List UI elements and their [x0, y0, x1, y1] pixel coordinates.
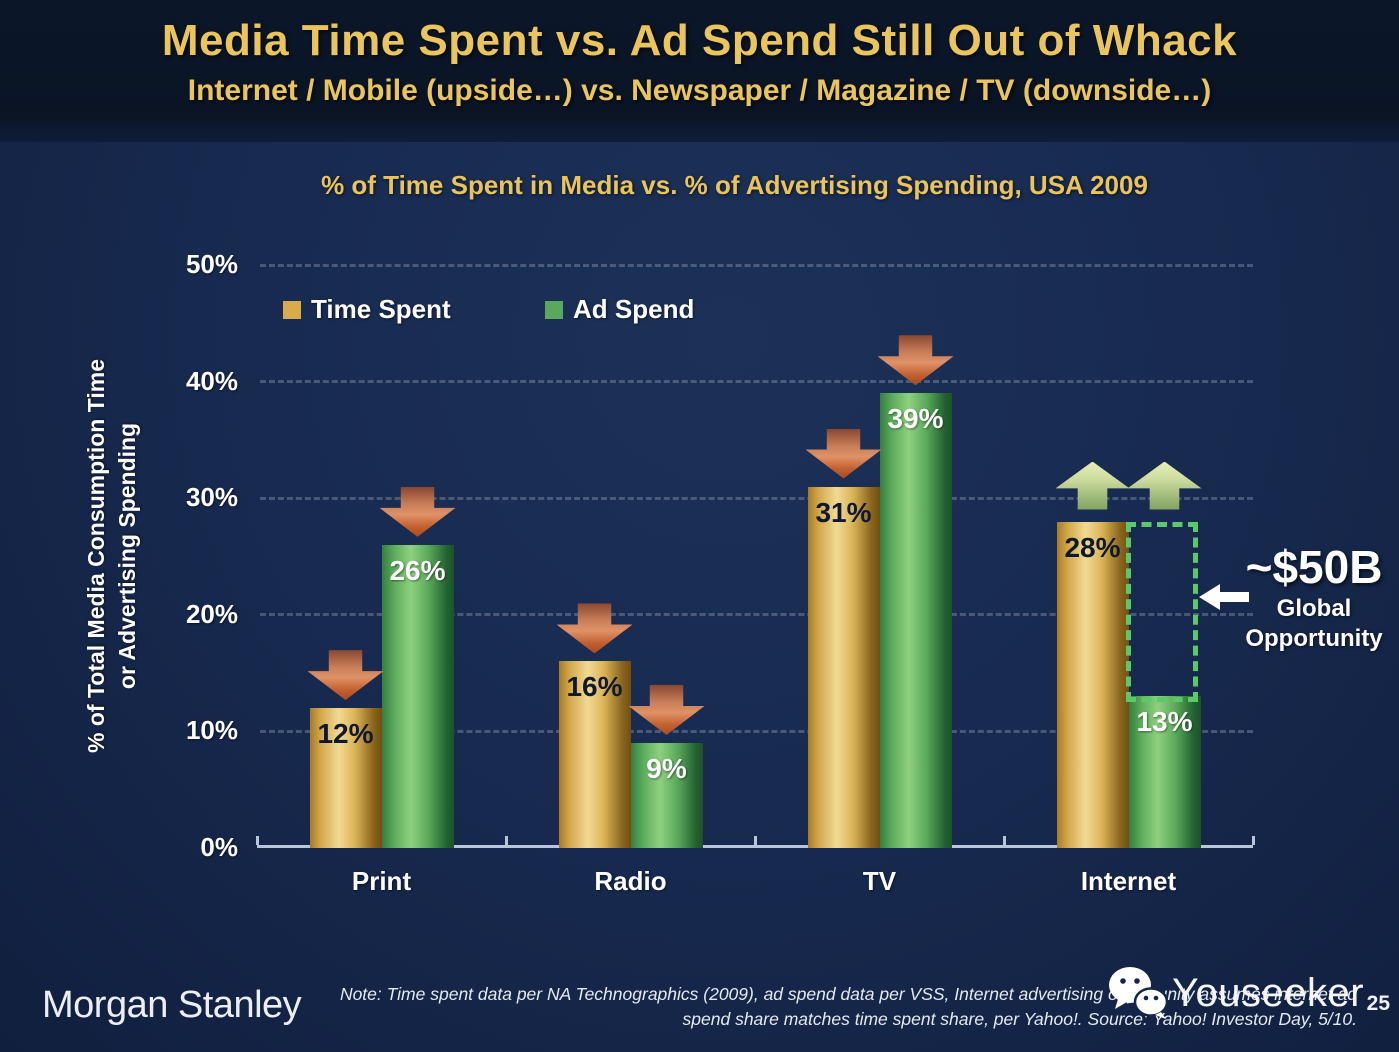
y-tick-30: 30%	[185, 482, 238, 513]
footnote-line2: spend share matches time spent share, pe…	[682, 1009, 1357, 1029]
category-label-tv: TV	[862, 866, 897, 896]
opportunity-annotation: ~$50B Global Opportunity	[1232, 540, 1396, 654]
value-label-print-time-spent: 12%	[317, 718, 374, 750]
bar-tv-time-spent	[807, 486, 880, 848]
opportunity-sub-label-1: Global	[1276, 595, 1352, 622]
bar-internet-time-spent	[1056, 521, 1129, 848]
x-axis-tick	[1252, 836, 1255, 845]
bar-print-ad-spend	[381, 544, 454, 848]
bar-radio-time-spent	[558, 661, 631, 848]
opportunity-sub-label-2: Opportunity	[1245, 625, 1383, 652]
morgan-stanley-logo: Morgan Stanley	[42, 984, 302, 1026]
value-label-radio-ad-spend: 9%	[646, 753, 687, 785]
category-label-print: Print	[351, 866, 412, 896]
y-axis-label-line2: or Advertising Spending	[114, 422, 140, 690]
opportunity-gap-box	[1125, 521, 1198, 703]
x-axis-tick	[256, 836, 259, 845]
gridline-40	[260, 380, 1253, 384]
category-label-radio: Radio	[594, 866, 667, 896]
value-label-print-ad-spend: 26%	[389, 554, 446, 586]
x-axis-line	[257, 845, 1253, 848]
legend-swatch-ad-spend-icon	[545, 300, 563, 319]
legend-label-ad-spend: Ad Spend	[573, 294, 695, 324]
footnote: Note: Time spent data per NA Technograph…	[340, 982, 1357, 1032]
bar-tv-ad-spend	[879, 393, 952, 848]
opportunity-value: ~$50B	[1245, 541, 1383, 593]
trend-up-arrow-icon	[1127, 461, 1202, 510]
chart-title: % of Time Spent in Media vs. % of Advert…	[321, 170, 1148, 200]
y-axis-label: % of Total Media Consumption Time or Adv…	[81, 359, 143, 753]
bar-internet-ad-spend	[1128, 696, 1201, 848]
category-label-internet: Internet	[1080, 866, 1177, 896]
page-number: 25	[1366, 992, 1390, 1015]
watermark: Youseeker	[1106, 966, 1364, 1020]
trend-down-arrow-icon	[628, 685, 705, 736]
y-tick-40: 40%	[185, 365, 238, 396]
watermark-text: Youseeker	[1172, 971, 1365, 1015]
y-tick-0: 0%	[200, 832, 238, 862]
trend-up-arrow-icon	[1055, 461, 1130, 510]
trend-down-arrow-icon	[556, 603, 633, 654]
value-label-tv-ad-spend: 39%	[887, 403, 944, 435]
y-tick-20: 20%	[185, 598, 238, 629]
x-axis-tick	[505, 836, 508, 845]
value-label-internet-time-spent: 28%	[1064, 531, 1121, 563]
trend-down-arrow-icon	[805, 428, 882, 479]
trend-down-arrow-icon	[877, 335, 954, 386]
bar-radio-ad-spend	[630, 743, 703, 848]
gridline-30	[260, 496, 1253, 500]
title-band: Media Time Spent vs. Ad Spend Still Out …	[0, 0, 1399, 142]
legend-swatch-time-spent-icon	[283, 300, 301, 319]
value-label-internet-ad-spend: 13%	[1136, 706, 1193, 738]
y-tick-50: 50%	[185, 249, 238, 279]
value-label-radio-time-spent: 16%	[566, 671, 623, 703]
x-axis-tick	[754, 836, 757, 845]
gridline-20	[260, 613, 1253, 617]
bar-print-time-spent	[309, 708, 382, 848]
trend-down-arrow-icon	[307, 650, 384, 701]
legend-item-time-spent: Time Spent	[283, 294, 451, 325]
gridline-50	[260, 263, 1253, 267]
y-tick-10: 10%	[185, 715, 238, 746]
wechat-icon	[1109, 967, 1169, 1019]
trend-down-arrow-icon	[379, 486, 456, 537]
legend-label-time-spent: Time Spent	[311, 294, 451, 324]
gridline-10	[260, 729, 1253, 733]
legend-item-ad-spend: Ad Spend	[545, 294, 694, 325]
value-label-tv-time-spent: 31%	[815, 496, 872, 528]
x-axis-tick	[1003, 836, 1006, 845]
slide-title: Media Time Spent vs. Ad Spend Still Out …	[161, 16, 1238, 65]
slide-subtitle: Internet / Mobile (upside…) vs. Newspape…	[187, 74, 1212, 107]
y-axis-label-line1: % of Total Media Consumption Time	[83, 359, 109, 753]
footnote-line1: Note: Time spent data per NA Technograph…	[339, 984, 1357, 1004]
